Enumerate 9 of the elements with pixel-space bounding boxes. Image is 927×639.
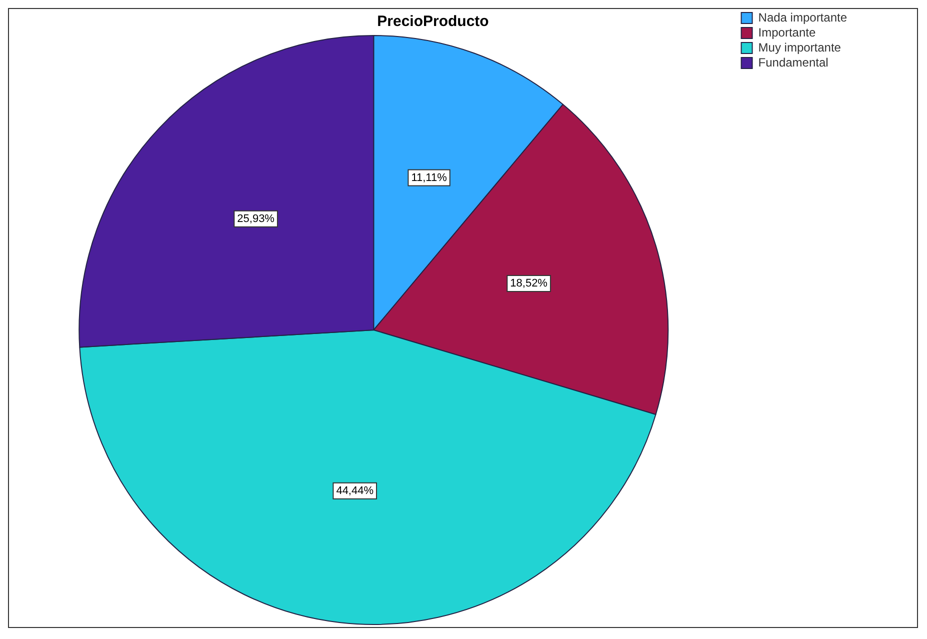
legend-label: Importante <box>758 25 816 40</box>
legend-label: Muy importante <box>758 40 842 54</box>
chart-title: PrecioProducto <box>377 13 489 30</box>
legend-label: Fundamental <box>758 55 828 70</box>
data-label: 18,52% <box>510 278 548 290</box>
data-label: 44,44% <box>336 484 374 497</box>
data-label: 25,93% <box>237 212 275 225</box>
data-label: 11,11% <box>411 172 448 184</box>
legend-label: Nada importante <box>758 10 848 24</box>
